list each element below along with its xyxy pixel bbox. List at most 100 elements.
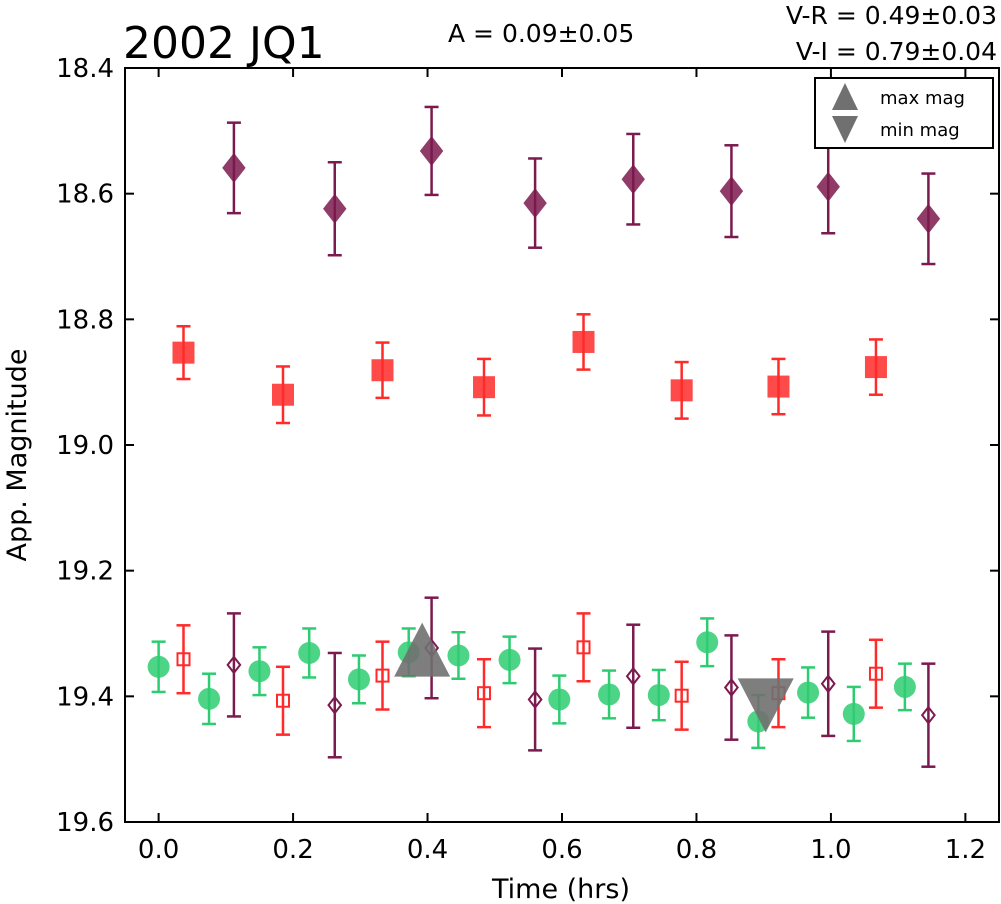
y-axis-label: App. Magnitude [2,349,33,562]
data-point [473,357,496,417]
diamond-marker [527,689,543,710]
data-point [327,651,343,759]
y-tick-label: 19.4 [56,682,114,712]
data-point [147,640,170,694]
y-tick-label: 18.4 [56,54,114,84]
data-point [920,662,936,768]
data-point [621,132,645,226]
data-point [275,665,290,736]
circle-marker [347,668,370,691]
square-marker [172,341,195,364]
x-tick-label: 1.0 [810,835,851,865]
data-point [222,121,246,215]
data-point [868,638,883,709]
data-point [198,672,221,726]
data-point [371,341,394,400]
data-point [172,324,195,381]
data-point [447,630,470,680]
color-vi-label: V-I = 0.79±0.04 [796,37,997,66]
y-tick-label: 18.8 [56,305,114,335]
chart-title: 2002 JQ1 [123,18,325,69]
circle-marker [548,688,571,711]
data-point [842,685,865,743]
data-point [248,646,271,697]
data-point [477,658,492,729]
legend-min-mag-label: min mag [880,120,960,141]
diamond-marker [625,666,641,686]
square-marker [670,379,693,402]
circle-marker [447,644,470,667]
circle-marker [198,687,221,710]
x-axis-label: Time (hrs) [491,874,630,904]
square-marker [375,668,390,683]
amplitude-label: A = 0.09±0.05 [448,19,634,48]
y-tick-label: 18.6 [56,180,114,210]
data-point [719,144,744,239]
square-marker [176,652,191,667]
square-marker [275,693,290,708]
data-point [176,624,191,695]
max_mag-marker [394,622,451,677]
diamond-marker [723,677,739,698]
data-point [816,139,840,235]
square-marker [868,666,883,681]
x-tick-label: 1.2 [945,835,986,865]
legend: max mag min mag [814,77,994,149]
data-point [625,623,641,729]
data-point [375,640,390,711]
data-point [323,161,347,257]
data-point [548,674,571,725]
data-point [347,654,370,705]
circle-marker [797,681,820,704]
x-tick-label: 0.0 [138,835,179,865]
square-marker [271,383,294,406]
circle-marker [893,675,916,698]
y-tick-label: 19.6 [56,808,114,838]
data-point [723,634,739,741]
data-point [298,627,321,679]
data-point [916,172,941,266]
circle-marker [842,702,865,725]
x-tick-label: 0.6 [541,835,582,865]
data-point [670,360,693,420]
circle-marker [248,660,271,683]
plot-area [147,105,941,768]
diamond-marker [920,705,936,725]
diamond-marker [523,188,547,219]
diamond-marker [323,193,347,224]
data-point [572,313,595,371]
x-tick-label: 0.8 [676,835,717,865]
data-point [527,647,543,752]
data-point [598,669,621,720]
data-point [419,105,444,197]
y-tick-label: 19.2 [56,557,114,587]
diamond-marker [820,674,836,694]
diamond-marker [419,135,444,166]
legend-min-mag-marker [832,116,858,143]
axis-ticks: 0.0 0.2 0.4 0.6 0.8 1.0 1.2 18.4 18.6 18.8 19.0 19.… [56,54,999,865]
square-marker [674,688,689,703]
legend-max-mag-label: max mag [880,88,965,109]
data-point [226,612,242,718]
diamond-marker [719,176,744,207]
square-marker [477,686,492,701]
data-point [893,662,916,712]
data-point [696,617,719,668]
square-marker [767,375,790,398]
y-tick-label: 19.0 [56,431,114,461]
circle-marker [298,641,321,664]
circle-marker [647,684,670,707]
data-point [498,635,521,685]
data-point [820,630,836,738]
data-point [797,666,820,719]
data-point [864,338,887,396]
data-point [271,365,294,425]
square-marker [864,356,887,379]
x-tick-label: 0.4 [407,835,448,865]
x-tick-label: 0.2 [272,835,313,865]
data-point [576,612,591,683]
diamond-marker [621,164,645,195]
square-marker [473,376,496,399]
circle-marker [696,631,719,654]
